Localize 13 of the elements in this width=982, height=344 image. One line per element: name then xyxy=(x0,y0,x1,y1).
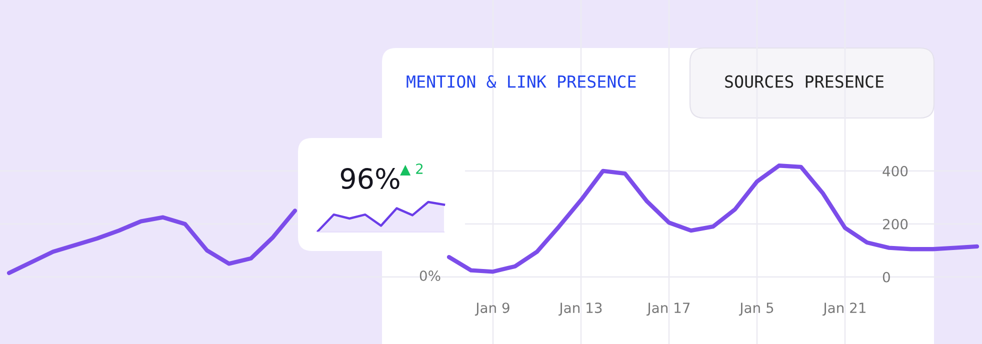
x-tick-label: Jan 13 xyxy=(558,302,602,316)
annotation: SOURCES PRESENCE xyxy=(725,75,884,88)
chart-subtitle: ▲ 2 xyxy=(400,164,423,176)
y-tick-label: 0 xyxy=(882,272,890,282)
x-tick-label: Jan 9 xyxy=(474,302,510,316)
chart-title: 96% xyxy=(340,168,400,190)
annotation: 0% xyxy=(420,270,440,282)
x-tick-label: Jan 21 xyxy=(822,302,866,316)
y-tick-label: 400 xyxy=(882,166,908,176)
annotation: MENTION & LINK PRESENCE xyxy=(406,75,636,88)
x-tick-label: Jan 17 xyxy=(646,302,690,316)
y-tick-label: 200 xyxy=(883,218,908,230)
x-tick-label: Jan 5 xyxy=(738,302,774,316)
